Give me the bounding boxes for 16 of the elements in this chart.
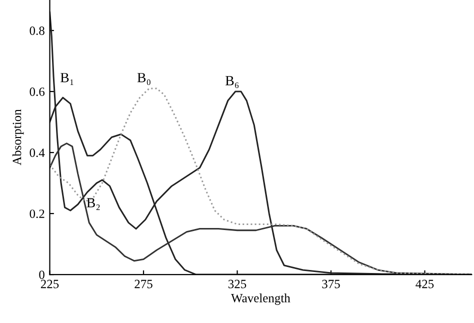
y-tick-label: 0.2 xyxy=(30,210,44,218)
annotation: B₁ xyxy=(60,73,74,85)
y-axis-title: Absorption xyxy=(12,109,24,166)
annotation: B₆ xyxy=(226,76,239,88)
y-tick-label: 0.6 xyxy=(30,88,45,96)
x-tick-label: 325 xyxy=(228,280,246,288)
x-tick-label: 425 xyxy=(416,280,434,288)
y-tick-label: 0 xyxy=(39,270,44,280)
annotation: B₂ xyxy=(86,198,100,210)
x-tick-label: 275 xyxy=(134,280,152,288)
x-axis-title: Wavelength xyxy=(231,294,290,305)
annotation: B₀ xyxy=(137,73,150,86)
x-tick-label: 375 xyxy=(322,280,340,288)
y-tick-label: 0.8 xyxy=(30,26,44,36)
y-tick-label: 0.4 xyxy=(30,148,45,158)
x-tick-label: 225 xyxy=(40,280,59,288)
